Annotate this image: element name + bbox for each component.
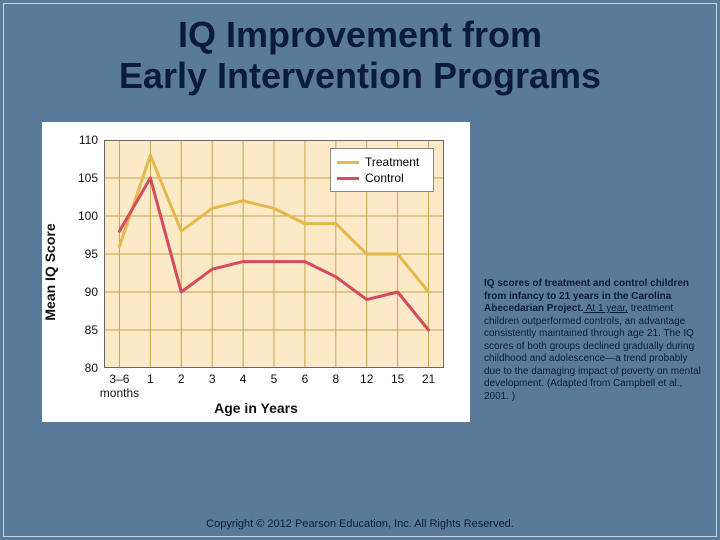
caption-underlined: At 1 year, bbox=[583, 303, 627, 314]
x-tick-label: 4 bbox=[240, 372, 247, 386]
caption-rest: treatment children outperformed controls… bbox=[484, 303, 701, 402]
x-tick-label: 2 bbox=[178, 372, 185, 386]
x-tick-label: 3 bbox=[209, 372, 216, 386]
legend-swatch-treatment bbox=[337, 161, 359, 164]
x-tick-label: 5 bbox=[271, 372, 278, 386]
slide-title: IQ Improvement from Early Intervention P… bbox=[0, 0, 720, 105]
x-tick-label: 1 bbox=[147, 372, 154, 386]
y-axis-label: Mean IQ Score bbox=[42, 223, 58, 320]
legend-item-control: Control bbox=[337, 171, 427, 185]
x-tick-label: 3–6months bbox=[100, 372, 139, 400]
y-tick-label: 85 bbox=[4, 323, 98, 337]
y-tick-label: 95 bbox=[4, 247, 98, 261]
content-area: Mean IQ Score Treatment Control Age in Y… bbox=[0, 122, 720, 504]
x-tick-label: 21 bbox=[422, 372, 435, 386]
x-tick-label: 8 bbox=[332, 372, 339, 386]
x-tick-label: 12 bbox=[360, 372, 373, 386]
title-line-1: IQ Improvement from bbox=[178, 14, 542, 55]
legend-label-control: Control bbox=[365, 171, 404, 185]
x-tick-label: 6 bbox=[302, 372, 309, 386]
y-tick-label: 105 bbox=[4, 171, 98, 185]
legend-swatch-control bbox=[337, 177, 359, 180]
x-axis-label: Age in Years bbox=[42, 400, 470, 416]
chart-legend: Treatment Control bbox=[330, 148, 434, 192]
x-tick-label: 15 bbox=[391, 372, 404, 386]
y-tick-label: 90 bbox=[4, 285, 98, 299]
y-tick-label: 80 bbox=[4, 361, 98, 375]
chart-panel: Mean IQ Score Treatment Control Age in Y… bbox=[42, 122, 470, 422]
title-line-2: Early Intervention Programs bbox=[119, 55, 601, 96]
figure-caption: IQ scores of treatment and control child… bbox=[484, 278, 702, 403]
legend-item-treatment: Treatment bbox=[337, 155, 427, 169]
y-tick-label: 100 bbox=[4, 209, 98, 223]
legend-label-treatment: Treatment bbox=[365, 155, 419, 169]
copyright-footer: Copyright © 2012 Pearson Education, Inc.… bbox=[0, 518, 720, 530]
y-tick-label: 110 bbox=[4, 133, 98, 147]
